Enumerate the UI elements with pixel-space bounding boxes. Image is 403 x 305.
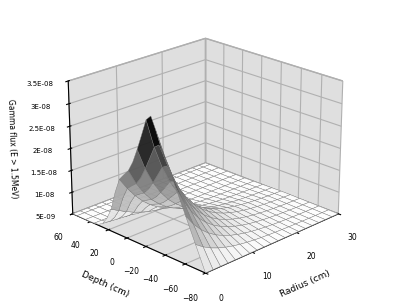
Y-axis label: Depth (cm): Depth (cm) — [81, 269, 131, 299]
X-axis label: Radius (cm): Radius (cm) — [279, 269, 332, 299]
